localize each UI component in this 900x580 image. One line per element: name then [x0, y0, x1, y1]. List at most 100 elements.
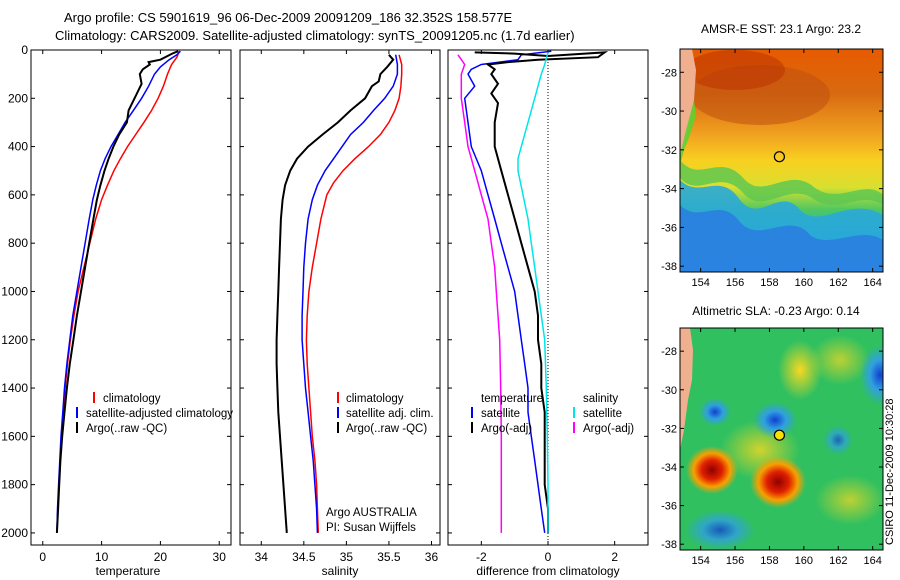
depth-tick-label: 1600 — [1, 429, 28, 443]
temperature-xticks: 0 10 20 30 — [39, 50, 226, 564]
map-x-tick-label: 162 — [829, 555, 847, 567]
series-climatology — [305, 54, 403, 533]
legend-diff-sat-temp-label: satellite — [481, 408, 520, 420]
temperature-legend: climatology satellite-adjusted climatolo… — [76, 392, 233, 435]
temperature-series — [55, 50, 181, 533]
series-satellite-adjusted-climatology — [56, 50, 181, 533]
temperature-depth-ticks: 0 200 400 600 800 1000 1200 1400 1600 1800 2000 — [1, 43, 231, 540]
legend-climatology-label: climatology — [103, 393, 161, 405]
difference-legend: temperature salinity satellite Argo(-adj… — [471, 393, 634, 435]
x-tick-label: 35 — [340, 550, 354, 564]
figure-title-line2: Climatology: CARS2009. Satellite-adjuste… — [55, 28, 575, 43]
map-x-tick-label: 154 — [691, 555, 709, 567]
sla-map-image — [680, 328, 883, 550]
map-x-tick-label: 158 — [760, 555, 778, 567]
map-x-tick-label: 162 — [829, 277, 847, 289]
sla-map: Altimetric SLA: -0.23 Argo: 0.14 -28-30-… — [661, 304, 884, 567]
map-x-tick-label: 160 — [795, 277, 813, 289]
legend-argo-raw-label: Argo(..raw -QC) — [86, 423, 167, 435]
legend-diff-sat-sal-label: satellite — [583, 408, 622, 420]
depth-tick-label: 400 — [8, 140, 28, 154]
salinity-axes-frame — [239, 49, 441, 546]
sst-map-xticks: 154 156 158 160 162 164 — [691, 49, 882, 289]
sla-map-xticks: 154 156 158 160 162 164 — [691, 328, 882, 567]
map-y-tick-label: -32 — [661, 423, 677, 435]
csiro-timestamp-label: CSIRO 11-Dec-2009 10:30:28 — [884, 398, 896, 545]
legend-salinity-header: salinity — [583, 393, 618, 405]
map-y-tick-label: -34 — [661, 462, 677, 474]
sst-map: AMSR-E SST: 23.1 Argo: 23.2 -28 -30 -32 -34… — [661, 22, 884, 289]
depth-tick-label: 1800 — [1, 478, 28, 492]
salinity-panel: 34 34.5 35 35.5 36 salinity climatology sate… — [239, 49, 441, 578]
legend-satellite-adjusted-label: satellite-adjusted climatology — [86, 408, 233, 420]
series-argo-adj-salinity — [457, 54, 503, 533]
map-x-tick-label: 158 — [760, 277, 778, 289]
temperature-xlabel: temperature — [96, 564, 161, 578]
series-argo-raw-qc — [275, 54, 395, 533]
difference-xlabel: difference from climatology — [476, 564, 619, 578]
depth-tick-label: 200 — [8, 91, 28, 105]
map-x-tick-label: 160 — [795, 555, 813, 567]
map-y-tick-label: -36 — [661, 222, 677, 234]
sst-map-image — [680, 49, 883, 272]
depth-tick-label: 1400 — [1, 381, 28, 395]
map-y-tick-label: -34 — [661, 184, 677, 196]
x-tick-label: 10 — [95, 550, 109, 564]
sla-argo-position-marker — [773, 429, 786, 441]
x-tick-label: 0 — [39, 550, 46, 564]
x-tick-label: 36 — [425, 550, 439, 564]
salinity-xlabel: salinity — [322, 564, 359, 578]
salinity-legend: climatology satellite adj. clim. Argo(..… — [337, 392, 434, 435]
map-y-tick-label: -30 — [661, 385, 677, 397]
difference-series — [457, 50, 609, 534]
legend-diff-argo-sal-label: Argo(-adj) — [583, 423, 634, 435]
depth-tick-label: 800 — [8, 236, 28, 250]
difference-panel: -2 0 2 difference from climatology tempera… — [447, 49, 649, 578]
depth-tick-label: 2000 — [1, 526, 28, 540]
legend-temperature-header: temperature — [481, 393, 543, 405]
series-argo-raw-qc — [55, 50, 179, 533]
sst-map-frame — [679, 48, 884, 273]
legend-diff-argo-temp-label: Argo(-adj) — [481, 423, 532, 435]
map-y-tick-label: -30 — [661, 106, 677, 118]
legend-sal-argo-label: Argo(..raw -QC) — [346, 423, 427, 435]
figure-title-line1: Argo profile: CS 5901619_96 06-Dec-2009 … — [64, 10, 512, 25]
map-x-tick-label: 164 — [863, 555, 881, 567]
legend-sal-satellite-label: satellite adj. clim. — [346, 408, 434, 420]
map-x-tick-label: 164 — [863, 277, 881, 289]
sst-argo-position-marker — [773, 151, 786, 163]
x-tick-label: 30 — [213, 550, 227, 564]
depth-tick-label: 1000 — [1, 284, 28, 298]
map-x-tick-label: 156 — [726, 555, 744, 567]
sla-map-yticks: -28 -30 -32 -34 -36 -38 — [661, 346, 883, 551]
depth-tick-label: 0 — [21, 43, 28, 57]
x-tick-label: 34.5 — [292, 550, 316, 564]
x-tick-label: 35.5 — [377, 550, 401, 564]
argo-australia-annotation: Argo AUSTRALIA — [326, 507, 417, 519]
depth-tick-label: 1200 — [1, 333, 28, 347]
map-y-tick-label: -38 — [661, 539, 677, 551]
map-y-tick-label: -28 — [661, 67, 677, 79]
sst-map-title: AMSR-E SST: 23.1 Argo: 23.2 — [701, 22, 861, 36]
map-y-tick-label: -32 — [661, 145, 677, 157]
map-y-tick-label: -38 — [661, 261, 677, 273]
salinity-xticks: 34 34.5 35 35.5 36 — [255, 50, 439, 564]
x-tick-label: -2 — [476, 550, 487, 564]
sla-map-frame — [679, 327, 884, 551]
x-tick-label: 0 — [545, 550, 552, 564]
map-x-tick-label: 156 — [726, 277, 744, 289]
x-tick-label: 34 — [255, 550, 269, 564]
temperature-axes-frame — [30, 49, 232, 546]
series-argo-adj-temperature — [474, 51, 609, 533]
sst-map-yticks: -28 -30 -32 -34 -36 -38 — [661, 67, 883, 273]
salinity-depth-ticks — [240, 49, 440, 534]
legend-sal-climatology-label: climatology — [346, 393, 404, 405]
map-y-tick-label: -28 — [661, 346, 677, 358]
x-tick-label: 2 — [611, 550, 618, 564]
depth-tick-label: 600 — [8, 188, 28, 202]
salinity-series — [275, 54, 403, 533]
map-y-tick-label: -36 — [661, 501, 677, 513]
series-satellite-adj-clim — [301, 54, 399, 533]
sla-map-title: Altimetric SLA: -0.23 Argo: 0.14 — [692, 304, 860, 318]
